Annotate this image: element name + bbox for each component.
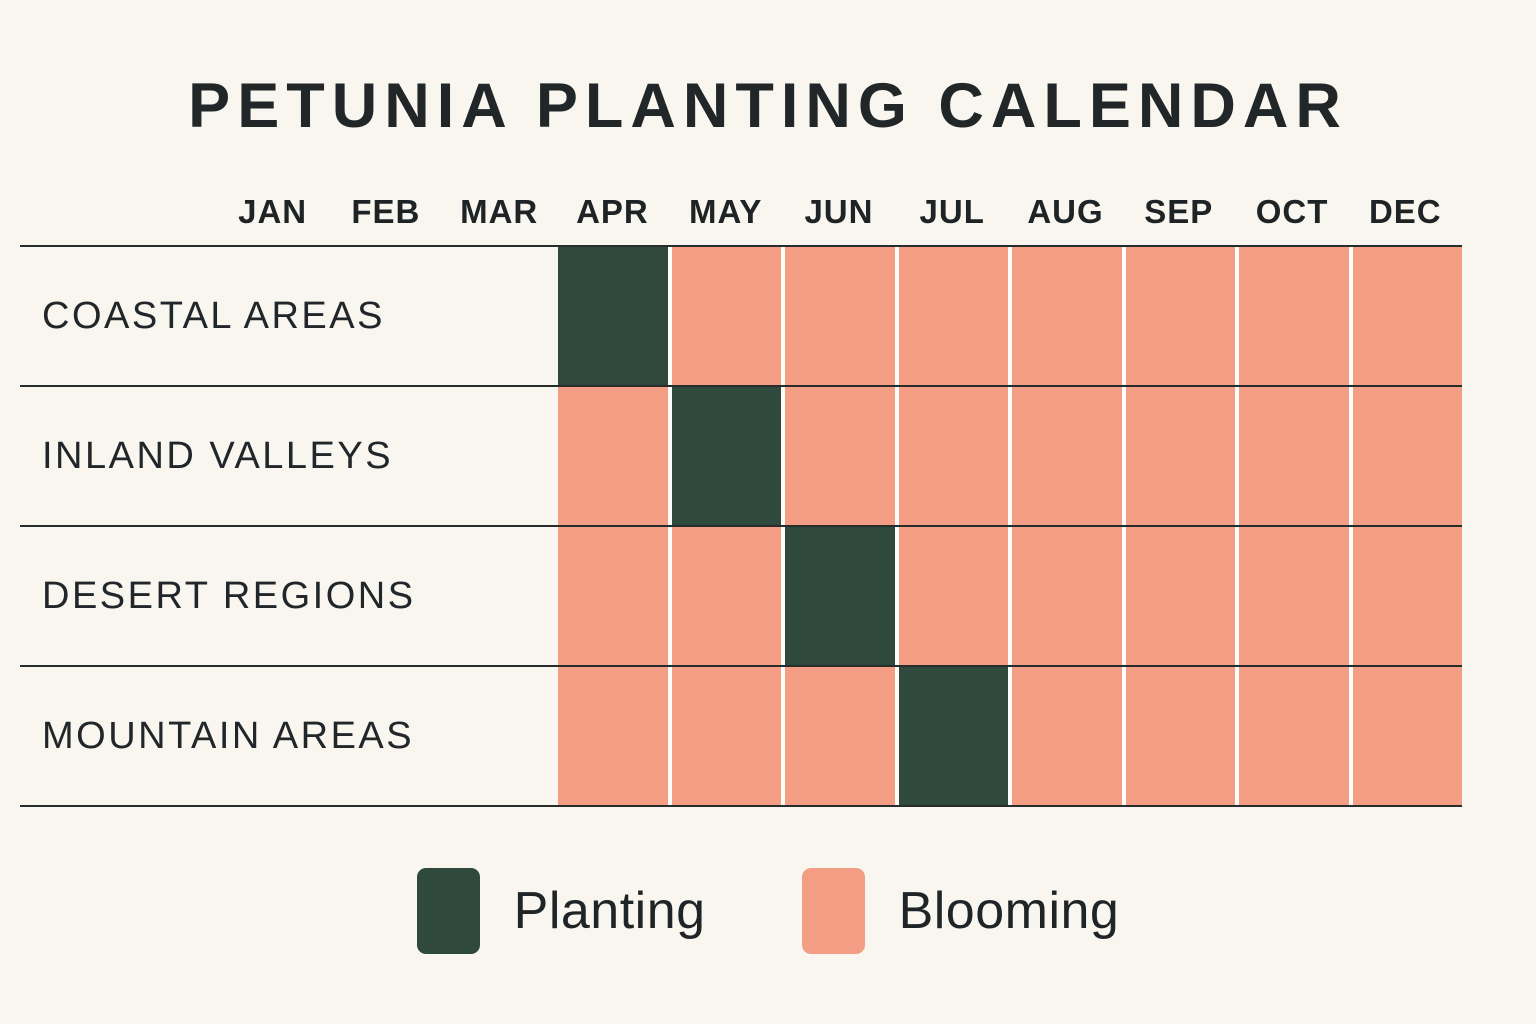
planting-cell xyxy=(781,527,895,665)
page-title: PETUNIA PLANTING CALENDAR xyxy=(188,71,1348,141)
blooming-cell xyxy=(781,247,895,385)
row-cells xyxy=(558,527,1462,665)
blooming-cell xyxy=(558,667,668,805)
legend-item-blooming: Blooming xyxy=(801,868,1120,954)
blooming-cell xyxy=(781,667,895,805)
blooming-cell xyxy=(894,247,1008,385)
table-row: DESERT REGIONS xyxy=(20,527,1462,667)
month-header-row: JAN FEB MAR APR MAY JUN JUL AUG SEP OCT DEC xyxy=(216,193,1462,231)
blooming-cell xyxy=(667,247,781,385)
month-label-aug: AUG xyxy=(1027,193,1104,230)
blooming-cell xyxy=(1348,667,1462,805)
month-label-apr: APR xyxy=(576,193,649,230)
blooming-cell xyxy=(1008,527,1122,665)
blooming-cell xyxy=(1121,667,1235,805)
blooming-cell xyxy=(1235,387,1349,525)
table-row: INLAND VALLEYS xyxy=(20,387,1462,527)
blooming-cell xyxy=(558,387,668,525)
row-cells xyxy=(558,247,1462,385)
row-cells xyxy=(558,387,1462,525)
blooming-cell xyxy=(667,667,781,805)
row-label: MOUNTAIN AREAS xyxy=(42,714,415,757)
blooming-cell xyxy=(1121,247,1235,385)
legend: Planting Blooming xyxy=(0,868,1536,954)
month-label-feb: FEB xyxy=(351,193,421,230)
month-label-mar: MAR xyxy=(460,193,539,230)
month-label-jul: JUL xyxy=(919,193,985,230)
blooming-cell xyxy=(1008,247,1122,385)
legend-item-planting: Planting xyxy=(416,868,706,954)
month-label-jun: JUN xyxy=(804,193,874,230)
blooming-cell xyxy=(1348,527,1462,665)
planting-cell xyxy=(558,247,668,385)
blooming-cell xyxy=(667,527,781,665)
blooming-cell xyxy=(1235,667,1349,805)
planting-cell xyxy=(894,667,1008,805)
row-label: DESERT REGIONS xyxy=(42,574,416,617)
legend-label-blooming: Blooming xyxy=(898,882,1120,940)
month-label-oct: OCT xyxy=(1255,193,1329,230)
planting-cell xyxy=(667,387,781,525)
month-label-dec: DEC xyxy=(1368,193,1442,230)
row-label: COASTAL AREAS xyxy=(42,294,385,337)
row-label: INLAND VALLEYS xyxy=(42,434,394,477)
blooming-cell xyxy=(1008,387,1122,525)
legend-label-planting: Planting xyxy=(513,882,706,940)
blooming-cell xyxy=(894,527,1008,665)
month-label-jan: JAN xyxy=(238,193,308,230)
table-row: MOUNTAIN AREAS xyxy=(20,667,1462,807)
blooming-cell xyxy=(1348,247,1462,385)
row-cells xyxy=(558,667,1462,805)
blooming-cell xyxy=(1121,527,1235,665)
blooming-cell xyxy=(1121,387,1235,525)
month-label-may: MAY xyxy=(689,193,763,230)
calendar-grid: COASTAL AREAS INLAND VALLEYS DESERT REGION… xyxy=(20,245,1462,807)
blooming-cell xyxy=(894,387,1008,525)
blooming-cell xyxy=(1235,527,1349,665)
blooming-cell xyxy=(781,387,895,525)
planting-swatch-icon xyxy=(416,868,480,954)
blooming-cell xyxy=(1008,667,1122,805)
blooming-cell xyxy=(558,527,668,665)
blooming-swatch-icon xyxy=(801,868,865,954)
blooming-cell xyxy=(1235,247,1349,385)
month-label-sep: SEP xyxy=(1144,193,1214,230)
blooming-cell xyxy=(1348,387,1462,525)
table-row: COASTAL AREAS xyxy=(20,247,1462,387)
